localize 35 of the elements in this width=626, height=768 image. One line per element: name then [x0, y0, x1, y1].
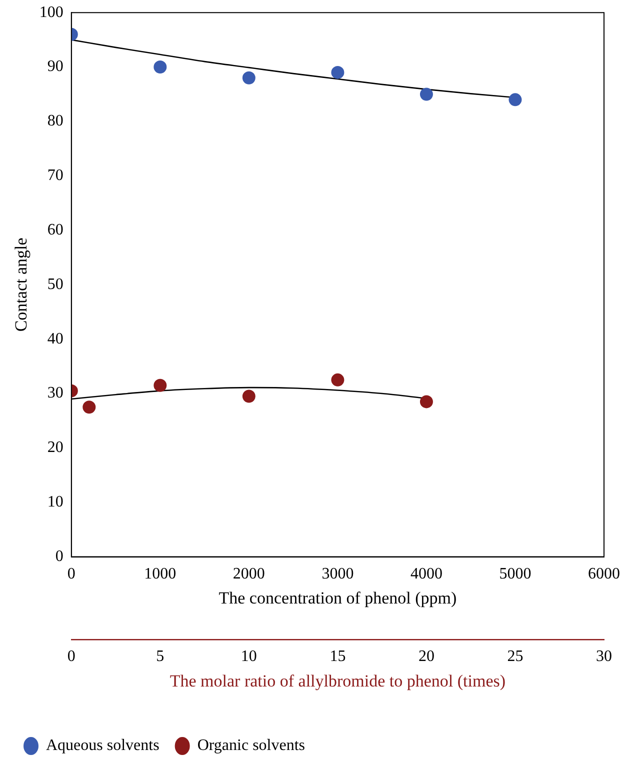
y-tick-label: 20 — [47, 439, 64, 456]
y-tick-label: 80 — [47, 112, 64, 130]
x2-tick-label: 10 — [240, 648, 257, 666]
y-tick-label: 60 — [47, 221, 64, 238]
point — [508, 93, 522, 106]
point — [331, 66, 344, 79]
y-tick-label: 0 — [55, 548, 64, 566]
x-axis-title: The concentration of phenol (ppm) — [218, 588, 457, 608]
x-tick-label: 1000 — [144, 566, 176, 583]
x-tick-label: 4000 — [410, 566, 442, 583]
y-tick-label: 40 — [47, 330, 64, 348]
x-tick-label: 5000 — [499, 566, 532, 583]
x-tick-label: 2000 — [232, 566, 265, 583]
y-tick-label: 70 — [47, 167, 64, 184]
y-axis-title: Contact angle — [12, 238, 31, 332]
y-tick-label: 50 — [47, 276, 64, 293]
y-tick-label: 10 — [47, 494, 64, 511]
point — [154, 60, 167, 74]
x-tick-label: 6000 — [588, 566, 620, 583]
x2-tick-label: 5 — [156, 648, 164, 666]
x2-tick-label: 30 — [596, 648, 612, 666]
point — [420, 88, 433, 101]
legend-label: Organic solvents — [197, 737, 306, 754]
x2-tick-label: 25 — [507, 648, 524, 666]
x2-tick-label: 0 — [67, 648, 76, 666]
x-tick-label: 0 — [67, 566, 76, 583]
x2-tick-label: 20 — [418, 648, 434, 666]
x2-axis-title: The molar ratio of allylbromide to phenol (times) — [170, 671, 506, 690]
y-tick-label: 30 — [47, 384, 64, 402]
legend-label: Aqueous solvents — [46, 737, 160, 754]
y-tick-label: 90 — [47, 58, 64, 76]
x2-tick-label: 15 — [330, 648, 346, 666]
y-tick-label: 100 — [39, 4, 64, 21]
x-tick-label: 3000 — [322, 566, 354, 583]
point — [242, 71, 256, 84]
